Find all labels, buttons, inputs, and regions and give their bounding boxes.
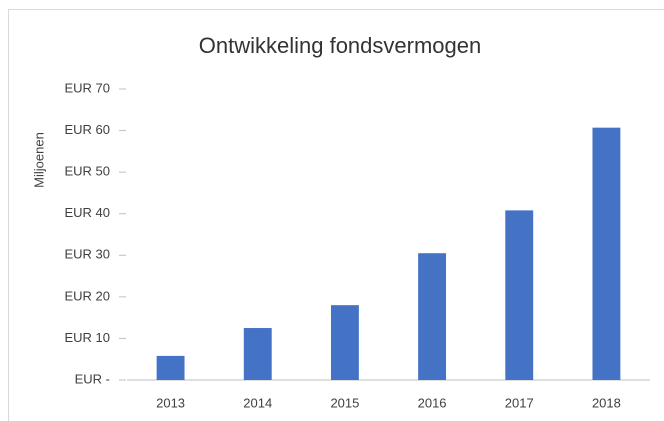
bar xyxy=(592,127,621,380)
x-tick-label: 2014 xyxy=(243,395,272,410)
bar xyxy=(418,253,447,380)
y-tick-label: EUR 60 xyxy=(64,122,110,137)
x-tick-label: 2018 xyxy=(592,395,621,410)
bar xyxy=(505,210,534,380)
bar xyxy=(156,355,185,380)
y-tick-label: EUR 20 xyxy=(64,288,110,303)
x-tick-label: 2013 xyxy=(156,395,185,410)
bar xyxy=(243,328,272,380)
y-tick-label: EUR 70 xyxy=(64,80,110,95)
y-tick-label: EUR 30 xyxy=(64,247,110,262)
x-tick-label: 2016 xyxy=(418,395,447,410)
y-tick-label: EUR 50 xyxy=(64,164,110,179)
bar xyxy=(330,305,359,380)
x-tick-label: 2015 xyxy=(330,395,359,410)
chart-title: Ontwikkeling fondsvermogen xyxy=(199,33,481,58)
y-tick-label: EUR 10 xyxy=(64,330,110,345)
y-tick-label: EUR - xyxy=(75,371,110,386)
y-axis-label: Miljoenen xyxy=(31,132,46,188)
chart-border xyxy=(8,9,664,421)
y-tick-label: EUR 40 xyxy=(64,205,110,220)
x-tick-label: 2017 xyxy=(505,395,534,410)
